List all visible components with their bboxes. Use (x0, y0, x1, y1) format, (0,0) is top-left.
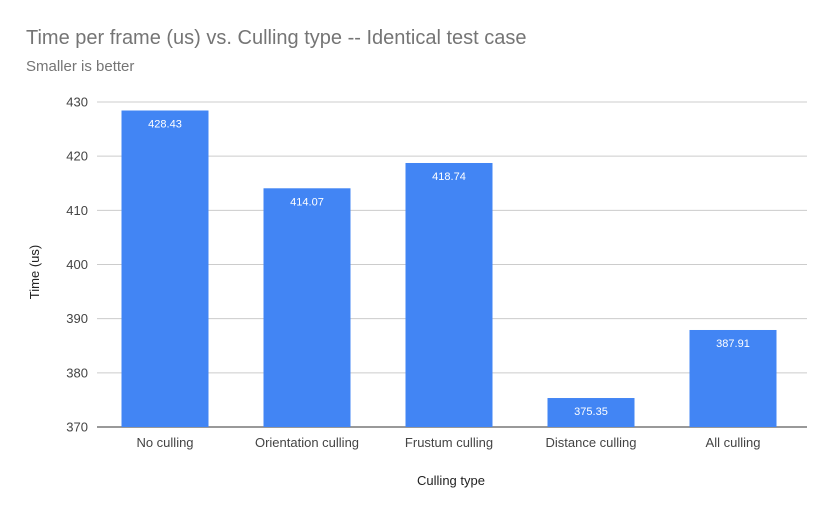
x-tick-label: No culling (136, 435, 193, 450)
bar (121, 110, 209, 428)
y-tick-label: 410 (66, 203, 88, 218)
x-tick-label: Orientation culling (255, 435, 359, 450)
bar (263, 188, 351, 427)
x-tick-label: Frustum culling (405, 435, 493, 450)
data-label: 387.91 (716, 338, 750, 350)
y-tick-label: 390 (66, 311, 88, 326)
bar (689, 329, 777, 427)
data-labels: 428.43 414.07 418.74 375.35 387.91 (148, 119, 750, 419)
gridlines (97, 101, 807, 428)
bars (121, 110, 777, 428)
x-tick-label: Distance culling (545, 435, 636, 450)
data-label: 414.07 (290, 196, 324, 208)
y-axis-title: Time (us) (27, 245, 42, 299)
data-label: 375.35 (574, 406, 608, 418)
y-tick-label: 380 (66, 365, 88, 380)
x-axis-title: Culling type (417, 473, 485, 488)
chart-subtitle: Smaller is better (26, 58, 135, 75)
y-axis-ticks: 370 380 390 400 410 420 430 (66, 95, 88, 435)
x-axis-ticks: No culling Orientation culling Frustum cul… (136, 435, 760, 450)
y-tick-label: 420 (66, 149, 88, 164)
x-tick-label: All culling (706, 435, 761, 450)
y-tick-label: 400 (66, 257, 88, 272)
chart-title: Time per frame (us) vs. Culling type -- … (26, 27, 527, 49)
bar (405, 162, 493, 427)
data-label: 428.43 (148, 119, 182, 131)
data-label: 418.74 (432, 171, 466, 183)
y-tick-label: 370 (66, 420, 88, 435)
y-tick-label: 430 (66, 95, 88, 110)
bar (547, 398, 635, 427)
